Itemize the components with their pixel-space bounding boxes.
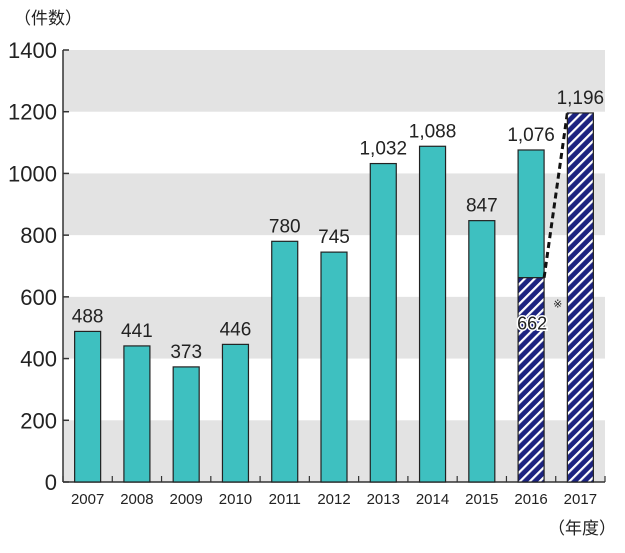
hatched-value-label: 662 [517, 314, 547, 334]
value-label: 1,032 [359, 139, 407, 160]
x-tick-label: 2013 [367, 491, 400, 508]
value-label: 1,088 [409, 121, 457, 142]
value-label: 1,076 [507, 125, 555, 146]
y-tick-label: 1200 [8, 100, 57, 125]
x-axis-label: （年度） [548, 519, 616, 538]
x-tick-label: 2017 [564, 491, 597, 508]
y-tick-label: 800 [20, 223, 57, 248]
bar-hatched [566, 112, 594, 483]
bar [320, 251, 348, 483]
note-mark: ※ [553, 299, 562, 311]
y-tick-label: 600 [20, 285, 57, 310]
y-tick-label: 0 [45, 470, 57, 495]
bar [418, 145, 447, 483]
value-label: 780 [269, 216, 301, 237]
bar [74, 330, 102, 483]
value-label: 1,196 [557, 88, 605, 109]
x-tick-label: 2007 [71, 491, 104, 508]
bar [369, 162, 397, 483]
x-tick-label: 2016 [514, 491, 547, 508]
y-tick-label: 1000 [8, 161, 57, 186]
y-tick-label: 1400 [8, 38, 57, 63]
x-tick-label: 2011 [269, 491, 301, 508]
value-label: 446 [220, 319, 252, 340]
bar [221, 343, 250, 483]
grid-band [63, 50, 605, 112]
value-label: 373 [170, 342, 202, 363]
grid-band [63, 173, 605, 236]
x-tick-label: 2015 [465, 491, 498, 508]
bar [271, 240, 299, 483]
bar [517, 149, 545, 279]
value-label: 488 [72, 306, 104, 327]
y-tick-label: 400 [20, 347, 57, 372]
x-tick-label: 2010 [219, 491, 252, 508]
trend-dashed-line [542, 112, 569, 278]
bar [468, 220, 496, 483]
x-tick-label: 2009 [169, 491, 202, 508]
x-tick-label: 2008 [120, 491, 153, 508]
bar-hatched [517, 277, 545, 483]
value-label: 441 [121, 321, 153, 342]
value-label: 745 [318, 227, 350, 248]
y-axis-label: （件数） [14, 9, 82, 28]
value-label: 847 [466, 196, 498, 217]
bar [172, 366, 200, 483]
x-tick-label: 2014 [416, 491, 449, 508]
x-tick-label: 2012 [317, 491, 350, 508]
y-tick-label: 200 [20, 408, 57, 433]
bar [123, 345, 151, 483]
